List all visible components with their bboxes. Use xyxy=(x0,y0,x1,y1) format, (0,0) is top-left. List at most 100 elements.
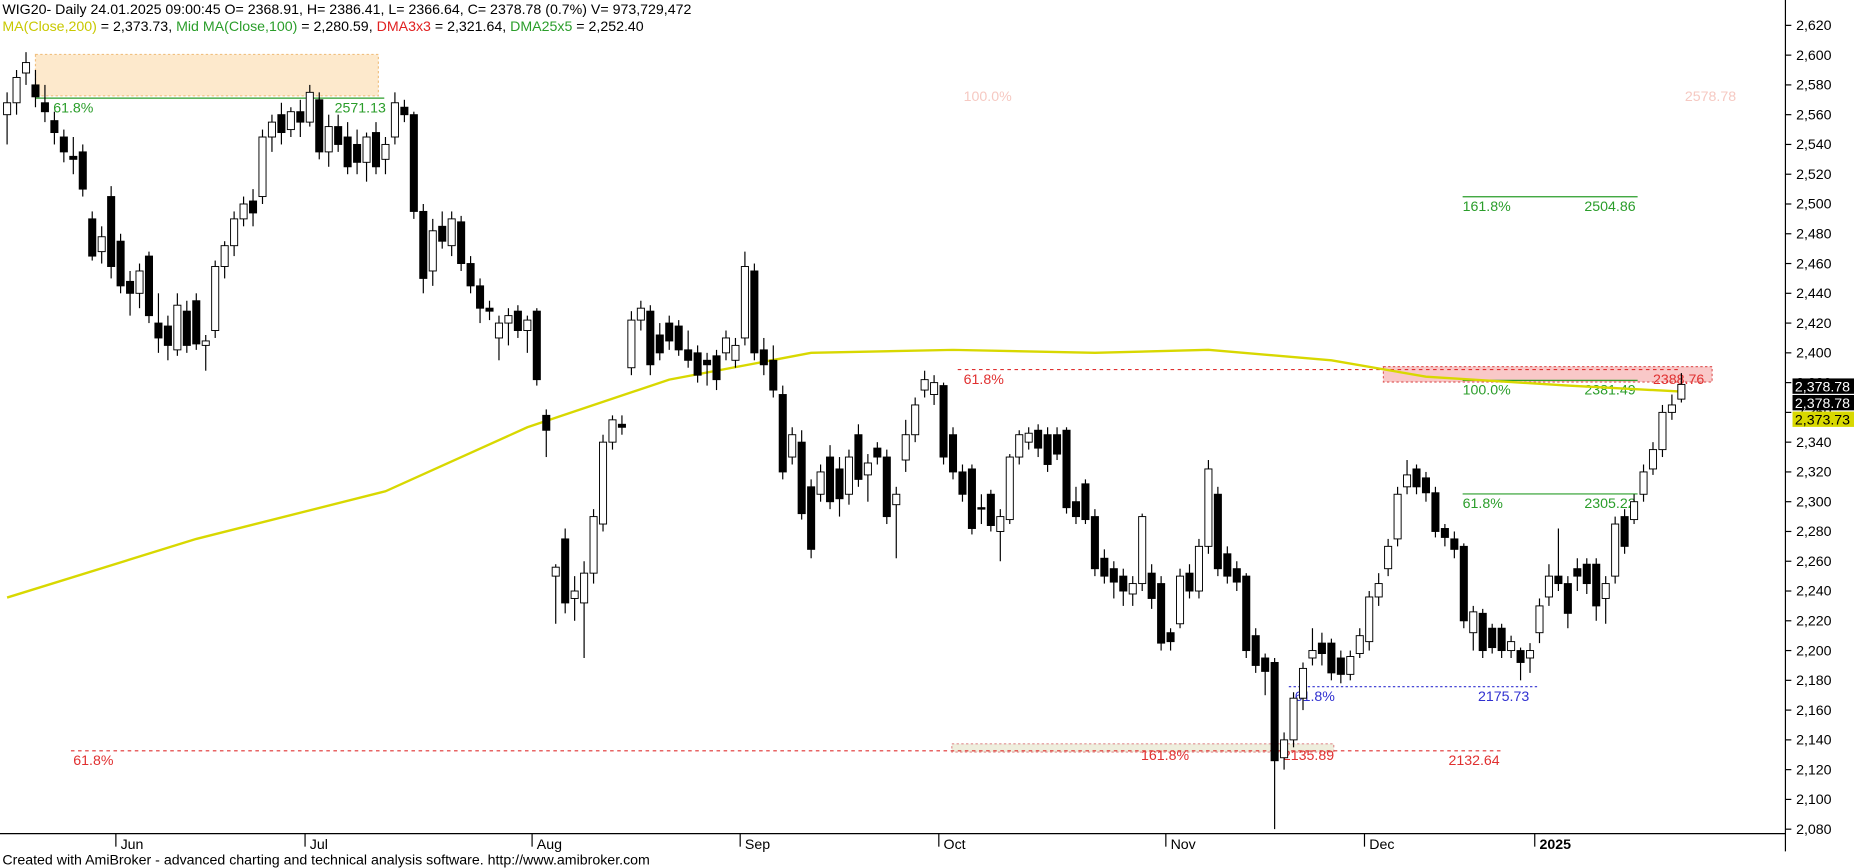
candle-body xyxy=(1611,523,1620,577)
candle-body xyxy=(759,349,768,366)
candle-body xyxy=(409,114,418,212)
candle-body xyxy=(693,352,702,376)
candle-body xyxy=(182,310,191,346)
candle-body xyxy=(324,126,333,153)
candle-body xyxy=(986,493,995,526)
candle-body xyxy=(3,102,12,116)
y-tick-label: 2,140 xyxy=(1796,733,1832,749)
ma-line xyxy=(6,348,1682,599)
legend-name: DMA3x3 xyxy=(377,19,431,35)
candle-body xyxy=(740,266,749,339)
fib-label: 61.8% xyxy=(964,372,1005,388)
candle-body xyxy=(88,218,97,257)
candle-body xyxy=(1298,667,1308,699)
y-tick-label: 2,560 xyxy=(1796,107,1832,123)
candle-body xyxy=(1109,568,1118,583)
y-tick-label: 2,120 xyxy=(1796,762,1832,778)
fib-value: 2578.78 xyxy=(1685,89,1736,105)
fib-value: 2381.49 xyxy=(1584,383,1635,399)
candle-body xyxy=(438,225,447,242)
candle-body xyxy=(1507,641,1516,652)
candle-body xyxy=(655,334,664,354)
candle-body xyxy=(863,462,872,476)
candle-body xyxy=(1100,557,1109,577)
legend-name: Mid MA(Close,100) xyxy=(176,19,297,35)
x-tick-label: Jul xyxy=(310,837,328,853)
candle-body xyxy=(1639,471,1648,495)
candle-body xyxy=(1667,404,1676,413)
candle-body xyxy=(154,322,163,339)
candle-body xyxy=(457,221,466,265)
candle-body xyxy=(173,304,182,351)
fib-label: 161.8% xyxy=(1463,199,1511,215)
candle-body xyxy=(1563,583,1572,614)
candle-body xyxy=(1469,611,1478,634)
candle-body xyxy=(1516,650,1525,663)
candle-body xyxy=(1573,568,1582,577)
y-tick-label: 2,520 xyxy=(1796,167,1832,183)
candle-body xyxy=(901,434,910,461)
y-tick-label: 2,240 xyxy=(1796,584,1832,600)
candle-body xyxy=(939,385,948,458)
y-tick-label: 2,400 xyxy=(1796,346,1832,362)
candle-body xyxy=(476,285,485,309)
y-tick-label: 2,100 xyxy=(1796,792,1832,808)
legend-value: = 2,321.64, xyxy=(431,19,510,35)
candle-body xyxy=(911,404,920,436)
candle-body xyxy=(31,84,40,98)
fib-value: 2305.22 xyxy=(1584,496,1635,512)
candle-body xyxy=(636,307,645,321)
candle-body xyxy=(1478,612,1487,652)
candle-body xyxy=(844,456,853,495)
y-tick-label: 2,080 xyxy=(1796,822,1832,838)
candle-body xyxy=(1317,642,1326,655)
candle-body xyxy=(835,468,844,500)
candle-body xyxy=(873,447,882,458)
y-tick-label: 2,580 xyxy=(1796,78,1832,94)
legend-value: = 2,252.40 xyxy=(572,19,643,35)
price-tag-label: 2,378.78 xyxy=(1795,396,1850,412)
candle-body xyxy=(769,359,778,391)
candle-body xyxy=(1355,635,1364,655)
candle-body xyxy=(797,441,806,515)
x-tick-label: 2025 xyxy=(1539,837,1571,853)
candle-body xyxy=(523,319,532,331)
x-tick-label: Aug xyxy=(537,837,562,853)
candle-body xyxy=(1251,635,1260,666)
candle-body xyxy=(97,236,106,253)
candle-body xyxy=(1289,697,1298,741)
candle-body xyxy=(1488,627,1497,649)
candle-body xyxy=(1620,516,1629,547)
candle-body xyxy=(1270,661,1279,762)
candle-body xyxy=(192,300,201,345)
candle-body xyxy=(466,263,475,287)
candle-body xyxy=(1526,650,1535,659)
candle-body xyxy=(1232,568,1241,583)
price-tag xyxy=(1792,394,1854,411)
y-tick-label: 2,340 xyxy=(1796,435,1832,451)
candle-body xyxy=(1582,563,1591,585)
candle-body xyxy=(12,76,21,104)
y-tick-label: 2,160 xyxy=(1796,703,1832,719)
candle-body xyxy=(1053,434,1062,455)
candle-body xyxy=(1384,545,1393,570)
candle-body xyxy=(277,114,286,134)
candle-body xyxy=(816,471,825,495)
candle-body xyxy=(920,379,929,391)
candle-body xyxy=(116,240,125,287)
candle-body xyxy=(1119,575,1128,592)
candle-body xyxy=(977,507,986,510)
candle-body xyxy=(684,349,693,361)
x-tick-label: Jun xyxy=(121,837,144,853)
candle-body xyxy=(570,590,579,599)
x-tick-label: Nov xyxy=(1171,837,1197,853)
candle-body xyxy=(69,155,78,160)
candle-body xyxy=(589,516,598,574)
candle-body xyxy=(1280,739,1289,759)
target-zone xyxy=(951,743,1335,753)
candle-body xyxy=(967,468,976,529)
candle-body xyxy=(40,102,49,113)
candle-body xyxy=(703,359,712,366)
candle-body xyxy=(958,471,967,495)
